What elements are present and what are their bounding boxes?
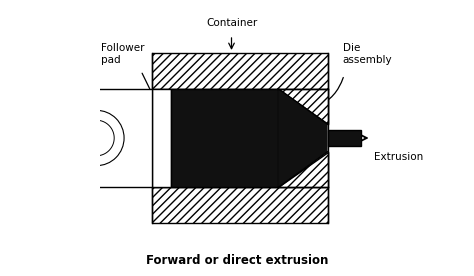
Bar [152, 53, 328, 89]
Text: Extrusion: Extrusion [374, 152, 424, 162]
Bar [328, 130, 361, 146]
Text: Die
assembly: Die assembly [343, 43, 392, 65]
Bar [152, 187, 328, 223]
Bar [171, 89, 278, 187]
Text: Container: Container [206, 18, 257, 28]
Bar [91, 89, 152, 187]
Polygon shape [278, 89, 328, 187]
Bar [152, 89, 171, 187]
Polygon shape [278, 89, 328, 124]
Text: Forward or direct extrusion: Forward or direct extrusion [146, 254, 328, 267]
Text: Ram: Ram [112, 136, 136, 146]
Polygon shape [278, 152, 328, 187]
Text: Follower
pad: Follower pad [101, 43, 145, 65]
